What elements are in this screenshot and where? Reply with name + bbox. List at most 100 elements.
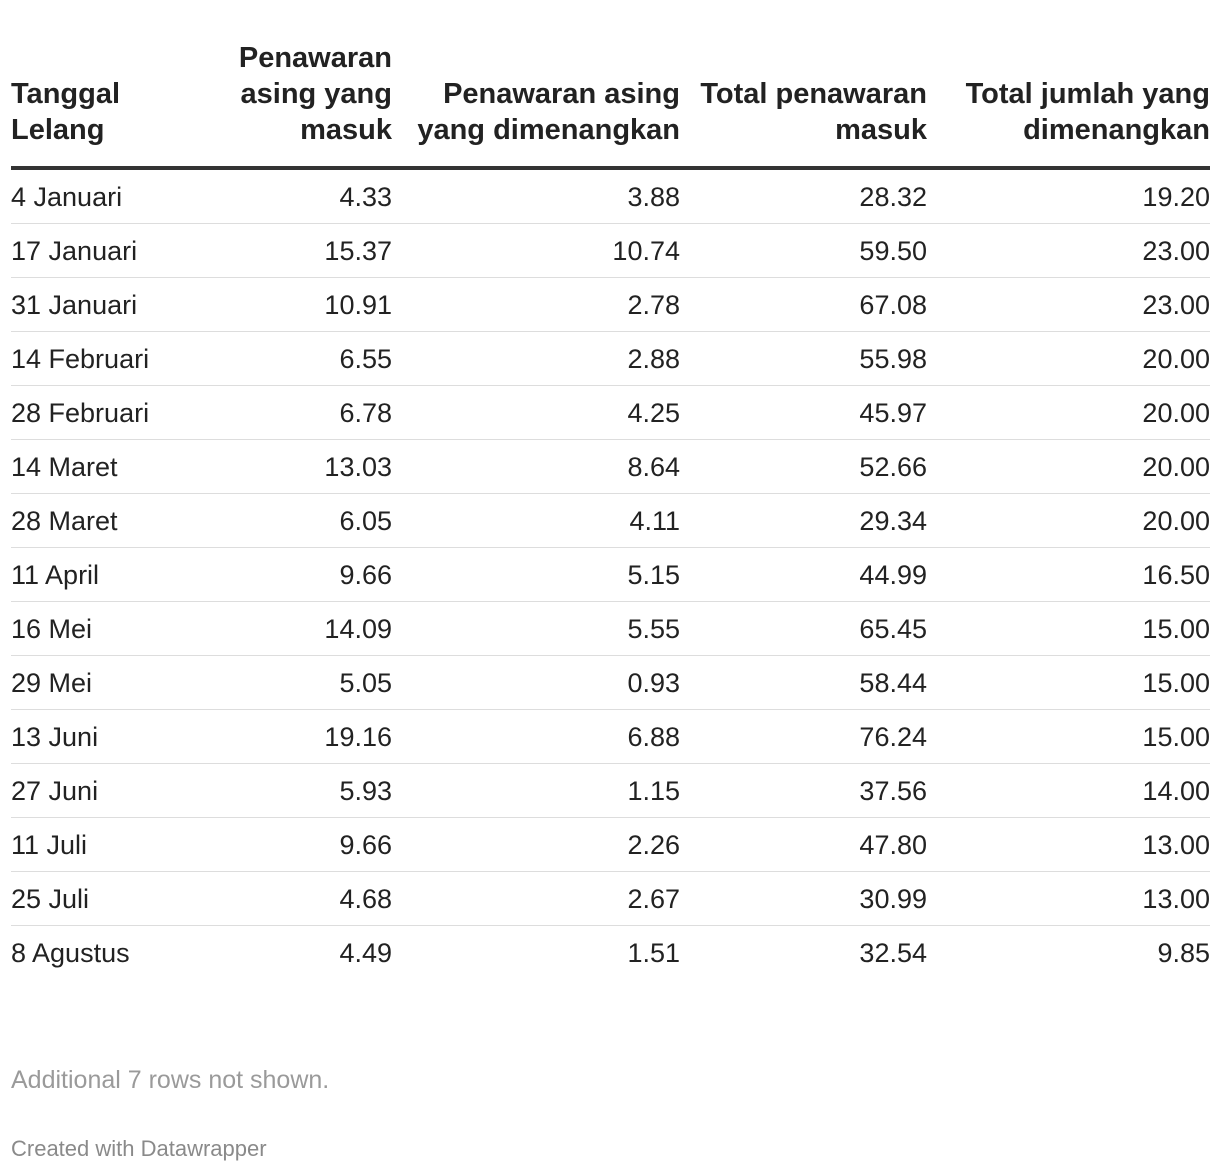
foreign-bids-won-cell: 1.51 [627,938,680,968]
total-won-cell: 13.00 [927,871,1210,926]
date-cell: 11 April [11,547,211,602]
table-row: 4 Januari 4.33 3.88 28.32 19.20 [11,168,1210,224]
column-header-penawaran-asing-dimenangkan[interactable]: Penawaran asing yang dimenangkan [392,40,680,170]
foreign-bids-won-cell: 0.93 [392,655,680,710]
header-row: Tanggal Lelang Penawaran asing yang masu… [11,40,1210,170]
foreign-bids-won-cell: 2.26 [392,817,680,872]
foreign-bids-won-cell: 5.15 [392,547,680,602]
foreign-bids-incoming-cell: 5.05 [211,655,392,710]
total-won-cell: 15.00 [927,709,1210,764]
date-cell: 17 Januari [11,223,211,278]
foreign-bids-won-cell: 10.74 [392,223,680,278]
date-cell: 28 Februari [11,385,211,440]
foreign-bids-won-cell: 2.88 [392,331,680,386]
table-row: 31 Januari 10.91 2.78 67.08 23.00 [11,277,1210,332]
total-bids-incoming-cell: 45.97 [680,385,927,440]
foreign-bids-incoming-cell: 5.93 [211,763,392,818]
table-row: 28 Februari 6.78 4.25 45.97 20.00 [11,385,1210,440]
total-won-cell: 20.00 [927,331,1210,386]
table-footnote: Additional 7 rows not shown. [11,1066,330,1094]
foreign-bids-incoming-cell: 6.55 [211,331,392,386]
table-row: 13 Juni 19.16 6.88 76.24 15.00 [11,709,1210,764]
total-won-cell: 23.00 [927,277,1210,332]
table-row: 27 Juni 5.93 1.15 37.56 14.00 [11,763,1210,818]
table-header: Tanggal Lelang Penawaran asing yang masu… [11,40,1210,170]
foreign-bids-won-cell: 1.15 [392,763,680,818]
total-won-cell: 19.20 [927,168,1210,224]
date-cell: 13 Juni [11,709,211,764]
table-body: 4 Januari 4.33 3.88 28.32 19.20 17 Januari 15.… [11,168,1210,979]
foreign-bids-incoming-cell: 9.66 [211,817,392,872]
total-bids-incoming-cell: 44.99 [680,547,927,602]
foreign-bids-won-cell: 4.25 [392,385,680,440]
date-cell: 4 Januari [11,168,211,224]
total-won-cell: 20.00 [927,493,1210,548]
foreign-bids-won-cell: 3.88 [392,168,680,224]
foreign-bids-won-cell: 6.88 [392,709,680,764]
foreign-bids-incoming-cell: 4.33 [211,168,392,224]
date-cell: 11 Juli [11,817,211,872]
date-cell: 16 Mei [11,601,211,656]
column-header-total-jumlah-dimenangkan[interactable]: Total jumlah yang dimenangkan [927,40,1210,170]
foreign-bids-won-cell: 2.67 [392,871,680,926]
foreign-bids-incoming-cell: 13.03 [211,439,392,494]
datawrapper-credit: Created with Datawrapper [11,1136,267,1161]
date-cell: 27 Juni [11,763,211,818]
total-bids-incoming-cell: 37.56 [680,763,927,818]
table-row: 14 Maret 13.03 8.64 52.66 20.00 [11,439,1210,494]
foreign-bids-incoming-cell: 6.05 [211,493,392,548]
table-row: 11 Juli 9.66 2.26 47.80 13.00 [11,817,1210,872]
column-header-tanggal-lelang[interactable]: Tanggal Lelang [11,40,211,170]
column-header-total-penawaran-masuk[interactable]: Total penawaran masuk [680,40,927,170]
date-cell: 25 Juli [11,871,211,926]
table-row: 14 Februari 6.55 2.88 55.98 20.00 [11,331,1210,386]
total-won-cell: 23.00 [927,223,1210,278]
table-row: 29 Mei 5.05 0.93 58.44 15.00 [11,655,1210,710]
total-won-cell: 20.00 [927,439,1210,494]
column-header-penawaran-asing-masuk[interactable]: Penawaran asing yang masuk [211,40,392,170]
table-row: 17 Januari 15.37 10.74 59.50 23.00 [11,223,1210,278]
table-row: 25 Juli 4.68 2.67 30.99 13.00 [11,871,1210,926]
foreign-bids-incoming-cell: 4.49 [339,938,392,968]
table-row: 11 April 9.66 5.15 44.99 16.50 [11,547,1210,602]
total-won-cell: 16.50 [927,547,1210,602]
total-won-cell: 14.00 [927,763,1210,818]
total-won-cell: 9.85 [1157,938,1210,968]
total-bids-incoming-cell: 59.50 [680,223,927,278]
date-cell: 8 Agustus [11,938,130,968]
total-bids-incoming-cell: 47.80 [680,817,927,872]
total-won-cell: 15.00 [927,655,1210,710]
foreign-bids-incoming-cell: 10.91 [211,277,392,332]
total-bids-incoming-cell: 55.98 [680,331,927,386]
total-won-cell: 13.00 [927,817,1210,872]
total-bids-incoming-cell: 28.32 [680,168,927,224]
foreign-bids-incoming-cell: 15.37 [211,223,392,278]
foreign-bids-incoming-cell: 9.66 [211,547,392,602]
table-row: 28 Maret 6.05 4.11 29.34 20.00 [11,493,1210,548]
foreign-bids-won-cell: 8.64 [392,439,680,494]
foreign-bids-incoming-cell: 19.16 [211,709,392,764]
foreign-bids-won-cell: 5.55 [392,601,680,656]
foreign-bids-won-cell: 2.78 [392,277,680,332]
total-bids-incoming-cell: 32.54 [859,938,927,968]
date-cell: 28 Maret [11,493,211,548]
total-bids-incoming-cell: 30.99 [680,871,927,926]
date-cell: 31 Januari [11,277,211,332]
table-row: 8 Agustus 4.49 1.51 32.54 9.85 [11,926,1210,980]
total-bids-incoming-cell: 65.45 [680,601,927,656]
date-cell: 14 Februari [11,331,211,386]
total-bids-incoming-cell: 52.66 [680,439,927,494]
total-bids-incoming-cell: 76.24 [680,709,927,764]
foreign-bids-incoming-cell: 4.68 [211,871,392,926]
data-table: Tanggal Lelang Penawaran asing yang masu… [11,40,1210,979]
total-bids-incoming-cell: 67.08 [680,277,927,332]
foreign-bids-incoming-cell: 6.78 [211,385,392,440]
date-cell: 29 Mei [11,655,211,710]
table-container: Tanggal Lelang Penawaran asing yang masu… [11,40,1210,979]
foreign-bids-won-cell: 4.11 [392,493,680,548]
date-cell: 14 Maret [11,439,211,494]
total-bids-incoming-cell: 29.34 [680,493,927,548]
total-won-cell: 15.00 [927,601,1210,656]
foreign-bids-incoming-cell: 14.09 [211,601,392,656]
total-bids-incoming-cell: 58.44 [680,655,927,710]
